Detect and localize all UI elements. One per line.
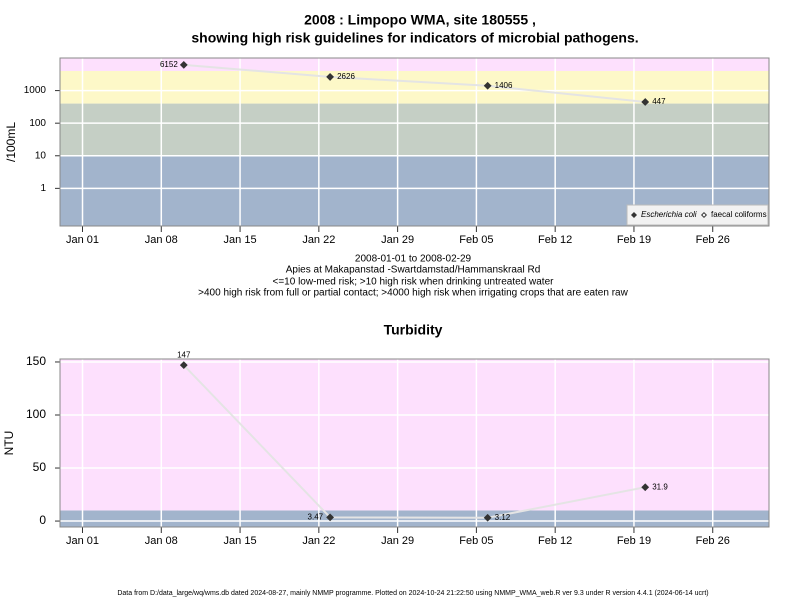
x-tick-label: Jan 29: [381, 234, 414, 246]
legend-label: Escherichia coli: [641, 210, 697, 219]
series-line: [183, 364, 646, 519]
x-tick-label: Jan 15: [224, 535, 257, 547]
x-tick-label: Jan 01: [66, 535, 99, 547]
x-tick-label: Feb 12: [538, 535, 572, 547]
x-tick-label: Jan 01: [66, 234, 99, 246]
y-label: /100mL: [4, 122, 18, 162]
x-tick-label: Feb 05: [459, 234, 493, 246]
note: Apies at Makapanstad -Swartdamstad/Hamma…: [286, 265, 541, 276]
y-tick-label: 100: [26, 407, 46, 421]
data-point: [326, 73, 335, 81]
risk-band: [60, 70, 769, 104]
data-point: [483, 513, 492, 522]
y-tick-label: 100: [29, 118, 46, 129]
y-label: NTU: [2, 431, 16, 456]
x-tick-label: Feb 19: [617, 535, 651, 547]
x-tick-label: Feb 19: [617, 234, 651, 246]
legend-marker: [700, 211, 708, 219]
x-tick-label: Feb 12: [538, 234, 572, 246]
y-tick-label: 50: [33, 460, 47, 474]
legend-label: faecal coliforms: [711, 210, 767, 219]
data-label: 6152: [160, 60, 178, 69]
x-tick-label: Feb 26: [696, 234, 730, 246]
data-point: [483, 81, 492, 90]
chart-title: Turbidity: [384, 322, 443, 338]
note: <=10 low-med risk; >10 high risk when dr…: [273, 277, 555, 288]
data-label: 447: [652, 97, 666, 106]
risk-band: [60, 359, 769, 511]
data-point: [641, 483, 650, 492]
series-line: [183, 63, 646, 103]
x-tick-label: Jan 08: [145, 535, 178, 547]
y-tick-label: 0: [39, 513, 46, 527]
plot-frame: [59, 57, 770, 227]
footer: Data from D:/data_large/wq/wms.db dated …: [117, 590, 708, 597]
data-point: [326, 513, 335, 522]
y-tick-label: 1000: [24, 85, 47, 96]
risk-band: [60, 58, 769, 71]
title: showing high risk guidelines for indicat…: [191, 30, 638, 46]
y-tick-label: 10: [35, 150, 47, 161]
x-tick-label: Jan 08: [145, 234, 178, 246]
y-tick-label: 150: [26, 354, 46, 368]
note: >400 high risk from full or partial cont…: [198, 288, 628, 299]
data-label: 31.9: [652, 482, 668, 491]
x-tick-label: Jan 22: [302, 535, 335, 547]
legend-marker: [630, 211, 638, 219]
data-label: 3.47: [308, 512, 324, 521]
risk-band: [60, 103, 769, 156]
y-tick-label: 1: [40, 183, 46, 194]
note: 2008-01-01 to 2008-02-29: [355, 254, 472, 265]
risk-band: [60, 510, 769, 527]
data-label: 2626: [337, 72, 355, 81]
x-tick-label: Jan 22: [302, 234, 335, 246]
data-point: [641, 98, 650, 106]
data-label: 1406: [495, 81, 513, 90]
data-label: 147: [177, 350, 191, 359]
x-tick-label: Jan 29: [381, 535, 414, 547]
title: 2008 : Limpopo WMA, site 180555 ,: [304, 12, 536, 28]
x-tick-label: Jan 15: [224, 234, 257, 246]
legend-box: [626, 204, 769, 226]
plot-frame: [59, 358, 770, 528]
data-point: [179, 361, 188, 370]
x-tick-label: Feb 05: [459, 535, 493, 547]
data-point: [179, 60, 188, 69]
data-label: 3.12: [495, 513, 511, 522]
x-tick-label: Feb 26: [696, 535, 730, 547]
